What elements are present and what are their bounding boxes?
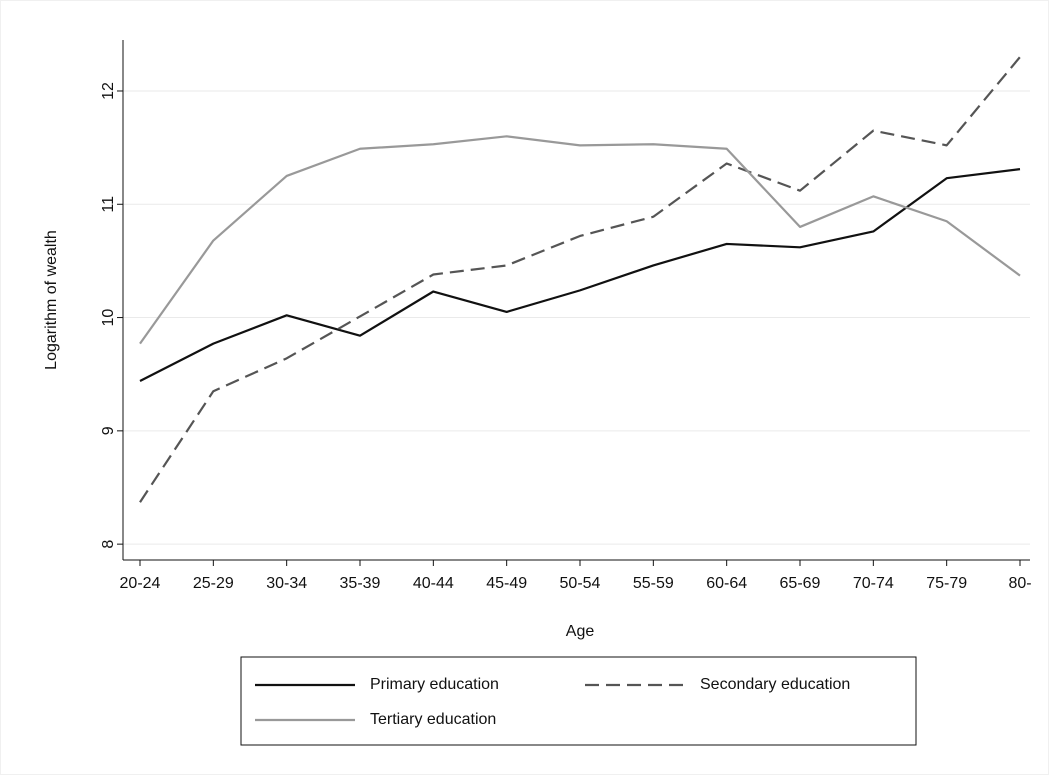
y-tick-label: 11 [100, 196, 117, 213]
y-tick-label: 8 [100, 540, 117, 549]
y-tick-label: 9 [100, 426, 117, 435]
x-tick-label: 65-69 [780, 575, 821, 592]
x-tick-label: 40-44 [413, 575, 454, 592]
legend-label: Secondary education [700, 676, 850, 693]
x-axis-label: Age [566, 623, 595, 640]
x-tick-label: 25-29 [193, 575, 234, 592]
x-tick-label: 30-34 [266, 575, 307, 592]
y-tick-label: 10 [100, 309, 117, 327]
x-tick-label: 45-49 [486, 575, 527, 592]
x-tick-label: 70-74 [853, 575, 894, 592]
y-axis-label: Logarithm of wealth [43, 230, 60, 370]
x-tick-label: 60-64 [706, 575, 747, 592]
x-tick-label: 80- [1008, 575, 1031, 592]
legend-label: Primary education [370, 676, 499, 693]
series-line [139, 56, 1021, 503]
x-tick-label: 55-59 [633, 575, 674, 592]
y-tick-label: 12 [100, 82, 117, 100]
series-line [139, 168, 1021, 382]
x-tick-label: 75-79 [926, 575, 967, 592]
legend-box [240, 656, 917, 746]
x-tick-label: 50-54 [560, 575, 601, 592]
series-line [139, 135, 1021, 345]
x-tick-label: 35-39 [340, 575, 381, 592]
legend-label: Tertiary education [370, 711, 496, 728]
x-tick-label: 20-24 [120, 575, 161, 592]
